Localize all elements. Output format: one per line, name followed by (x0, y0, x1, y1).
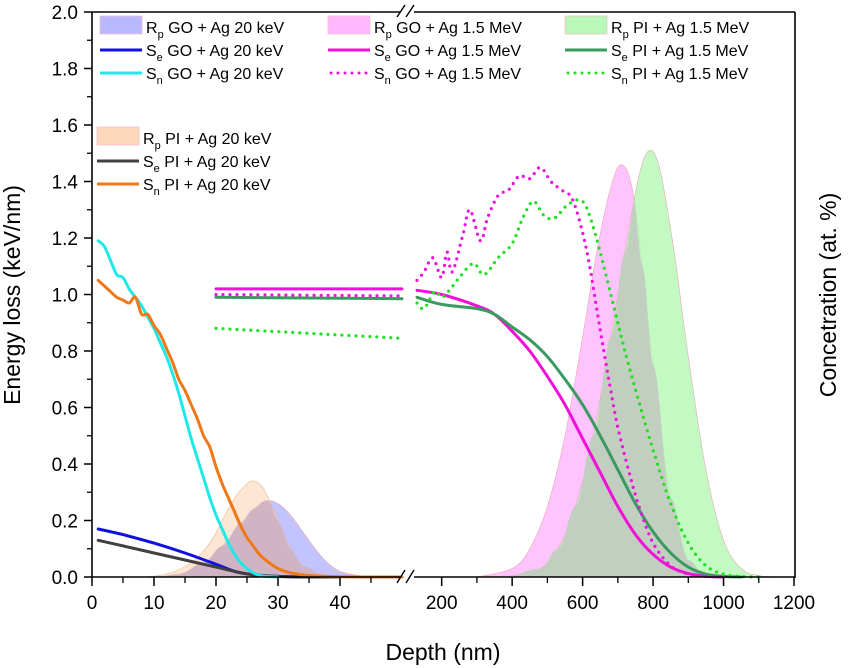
legend-label: Se GO + Ag 1.5 MeV (374, 43, 521, 64)
legend-swatch (564, 15, 608, 35)
legend-item-Sn_GO_1_5MeV: Sn GO + Ag 1.5 MeV (329, 66, 521, 87)
line-Sn_GO_1_5MeV-seg1 (415, 165, 726, 579)
area-overlap-20keV (141, 500, 378, 577)
y-axis-ticks: 0.0 0.2 0.4 0.6 0.8 1.0 1.2 1.4 1.6 1.8 2.0 (52, 3, 92, 589)
y-tick-label: 1.2 (52, 229, 78, 250)
x-tick-label: 30 (267, 593, 288, 614)
legend-item-Sn_PI_1_5MeV: Sn PI + Ag 1.5 MeV (566, 66, 749, 87)
line-Se_PI_1_5MeV-seg0 (214, 295, 404, 301)
line-Sn_PI_20keV-seg0 (96, 278, 404, 579)
legend-item-Rp_PI_20keV: Rp PI + Ag 20 keV (96, 126, 272, 152)
axis-break-top (396, 4, 415, 18)
legend-swatch (96, 126, 140, 146)
legend-item-Se_GO_20keV: Se GO + Ag 20 keV (100, 43, 284, 64)
y-axis-title: Energy loss (keV/nm) (0, 185, 25, 405)
area-overlap-1_5MeV (505, 199, 710, 577)
line-Sn_GO_1_5MeV-seg0 (214, 292, 404, 298)
legend-label: Rp PI + Ag 1.5 MeV (611, 20, 750, 41)
x-tick-label: 1000 (702, 593, 744, 614)
x-tick-label: 10 (143, 593, 164, 614)
y-tick-label: 0.2 (52, 512, 78, 533)
legend-swatch (99, 15, 143, 35)
x-tick-label: 800 (637, 593, 669, 614)
legend-label: Rp GO + Ag 1.5 MeV (374, 20, 522, 41)
y-tick-label: 0.6 (52, 399, 78, 420)
line-Sn_PI_1_5MeV-seg1 (415, 198, 761, 579)
y-tick-label: 0.8 (52, 342, 78, 363)
y-tick-label: 1.6 (52, 116, 78, 137)
y-tick-label: 0.4 (52, 455, 79, 476)
legend-item-Sn_PI_20keV: Sn PI + Ag 20 keV (97, 177, 271, 198)
legend-label: Rp PI + Ag 20 keV (143, 131, 272, 152)
energy-loss-lines (96, 165, 761, 579)
x-tick-label: 200 (426, 593, 458, 614)
legend-label: Sn GO + Ag 1.5 MeV (374, 66, 521, 87)
legend-label: Rp GO + Ag 20 keV (146, 20, 285, 41)
y-tick-label: 1.4 (52, 173, 79, 194)
legend-label: Se PI + Ag 1.5 MeV (611, 43, 749, 64)
y-tick-label: 0.0 (52, 568, 78, 589)
legend-item-Se_PI_1_5MeV: Se PI + Ag 1.5 MeV (565, 43, 749, 64)
y-tick-label: 1.0 (52, 286, 78, 307)
line-Sn_GO_20keV-seg0 (96, 239, 280, 579)
legend-label: Sn PI + Ag 20 keV (143, 177, 271, 198)
x-axis-title: Depth (nm) (385, 639, 500, 665)
legend-swatch (327, 15, 371, 35)
x-axis-ticks: 0 10 20 30 40 200 400 600 800 1000 1200 (87, 577, 815, 614)
legend-item-Se_PI_20keV: Se PI + Ag 20 keV (97, 154, 271, 175)
y-axis-right-title: Concetration (at. %) (815, 193, 841, 398)
x-tick-label: 20 (205, 593, 226, 614)
legend-item-Rp_GO_1_5MeV: Rp GO + Ag 1.5 MeV (327, 15, 522, 41)
x-tick-label: 40 (329, 593, 350, 614)
y-tick-label: 1.8 (52, 60, 78, 81)
y-tick-label: 2.0 (52, 3, 78, 24)
legend-item-Rp_GO_20keV: Rp GO + Ag 20 keV (99, 15, 285, 41)
x-tick-label: 400 (496, 593, 528, 614)
x-tick-label: 600 (567, 593, 599, 614)
axis-break-bottom (396, 569, 415, 584)
x-tick-label: 1200 (773, 593, 815, 614)
legend-label: Sn GO + Ag 20 keV (146, 66, 284, 87)
legend-item-Sn_GO_20keV: Sn GO + Ag 20 keV (100, 66, 284, 87)
legend-label: Sn PI + Ag 1.5 MeV (611, 66, 749, 87)
line-Se_PI_1_5MeV-seg1 (415, 295, 743, 579)
legend-item-Rp_PI_1_5MeV: Rp PI + Ag 1.5 MeV (564, 15, 750, 41)
legend-label: Se PI + Ag 20 keV (143, 154, 271, 175)
concentration-areas (141, 150, 777, 578)
legend-label: Se GO + Ag 20 keV (146, 43, 284, 64)
line-Sn_PI_1_5MeV-seg0 (214, 326, 404, 340)
legend-item-Se_GO_1_5MeV: Se GO + Ag 1.5 MeV (328, 43, 521, 64)
x-tick-label: 0 (87, 593, 98, 614)
